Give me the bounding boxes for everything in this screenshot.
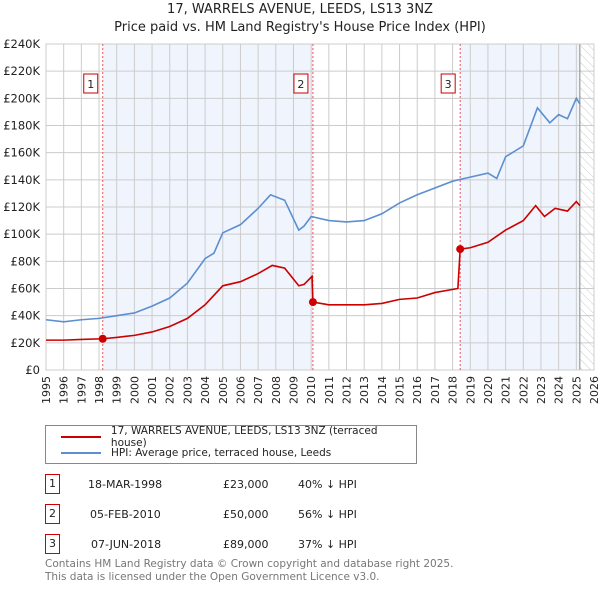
x-tick-label: 2007 — [252, 376, 265, 404]
x-tick-label: 1997 — [75, 376, 88, 404]
y-tick-label: £160K — [3, 146, 40, 160]
x-tick-label: 1999 — [111, 376, 124, 404]
x-tick-label: 2025 — [570, 376, 583, 404]
y-tick-label: £180K — [3, 119, 40, 133]
x-tick-label: 2003 — [181, 376, 194, 404]
legend-swatch-blue — [61, 452, 101, 454]
y-tick-label: £20K — [11, 336, 41, 350]
legend-label: 17, WARRELS AVENUE, LEEDS, LS13 3NZ (ter… — [110, 425, 378, 449]
y-tick-label: £200K — [3, 91, 40, 105]
hpi-line — [45, 96, 581, 323]
x-tick-label: 2019 — [464, 376, 477, 404]
sale-hpi-diff: 37% ↓ HPI — [298, 538, 357, 551]
sale-price: £23,000 — [223, 478, 269, 491]
x-tick-label: 2012 — [341, 376, 354, 404]
sale-hpi-diff: 40% ↓ HPI — [298, 478, 357, 491]
x-tick-label: 2011 — [323, 376, 336, 404]
sale-marker-label: 1 — [87, 78, 94, 91]
sale-point — [456, 245, 465, 254]
y-tick-label: £220K — [3, 64, 40, 78]
x-tick-label: 2021 — [500, 376, 513, 404]
footer-copyright: Contains HM Land Registry data © Crown c… — [45, 558, 454, 570]
sale-marker-box — [440, 73, 456, 94]
legend-item-hpi: HPI: Average price, terraced house, Leed… — [61, 446, 331, 460]
x-tick-label: 2010 — [305, 376, 318, 404]
sale-date: 07-JUN-2018 — [91, 538, 162, 551]
sale-marker-badge: 1 — [45, 474, 60, 494]
x-tick-label: 2000 — [128, 376, 141, 404]
sale-date: 05-FEB-2010 — [90, 508, 161, 521]
chart-title: 17, WARRELS AVENUE, LEEDS, LS13 3NZ — [167, 2, 433, 17]
x-tick-label: 2026 — [588, 376, 600, 404]
x-tick-label: 2004 — [199, 376, 212, 404]
y-tick-label: £60K — [11, 282, 41, 296]
x-tick-label: 2009 — [287, 376, 300, 404]
price-chart: 1995 1996 1997 1998 1999 2000 2001 2002 2003 2004… — [3, 37, 600, 404]
sale-marker-badge: 2 — [45, 504, 60, 524]
x-tick-label: 2005 — [217, 376, 230, 404]
legend-swatch-red — [61, 436, 101, 438]
x-tick-label: 2002 — [164, 376, 177, 404]
y-tick-label: £0 — [25, 363, 40, 377]
legend-label: HPI: Average price, terraced house, Leed… — [111, 447, 332, 459]
table-row: 1 18-MAR-1998 £23,000 40% ↓ HPI — [45, 474, 445, 498]
legend-item-property: 17, WARRELS AVENUE, LEEDS, LS13 3NZ (ter… — [61, 425, 416, 449]
y-tick-label: £240K — [3, 37, 40, 51]
x-tick-label: 2016 — [411, 376, 424, 404]
sale-price: £89,000 — [223, 538, 269, 551]
x-tick-label: 2022 — [517, 376, 530, 404]
sale-marker-label: 3 — [445, 78, 452, 91]
table-row: 3 07-JUN-2018 £89,000 37% ↓ HPI — [45, 534, 445, 558]
sale-point — [98, 334, 107, 343]
x-tick-label: 2008 — [270, 376, 283, 404]
x-tick-label: 2018 — [447, 376, 460, 404]
sale-marker-box — [83, 73, 99, 94]
y-tick-label: £120K — [3, 200, 40, 214]
sale-hpi-diff: 56% ↓ HPI — [298, 508, 357, 521]
y-tick-label: £100K — [3, 227, 40, 241]
x-tick-label: 2015 — [394, 376, 407, 404]
sale-marker-box — [293, 73, 309, 94]
sale-point — [308, 298, 317, 307]
x-tick-label: 2006 — [234, 376, 247, 404]
sale-price: £50,000 — [223, 508, 269, 521]
x-tick-label: 1996 — [58, 376, 71, 404]
footer-licence: This data is licensed under the Open Gov… — [45, 571, 380, 583]
x-tick-label: 2014 — [376, 376, 389, 404]
x-tick-label: 1998 — [93, 376, 106, 404]
y-tick-label: £140K — [3, 173, 40, 187]
legend: 17, WARRELS AVENUE, LEEDS, LS13 3NZ (ter… — [45, 425, 417, 464]
y-tick-label: £40K — [11, 309, 41, 323]
sale-marker-badge: 3 — [45, 534, 60, 554]
sale-marker-label: 2 — [297, 78, 304, 91]
x-tick-label: 2023 — [535, 376, 548, 404]
y-tick-label: £80K — [11, 254, 41, 268]
sale-date: 18-MAR-1998 — [88, 478, 163, 491]
x-tick-label: 2013 — [358, 376, 371, 404]
x-tick-label: 2024 — [553, 376, 566, 404]
x-tick-label: 2001 — [146, 376, 159, 404]
x-tick-label: 1995 — [40, 376, 53, 404]
x-tick-label: 2020 — [482, 376, 495, 404]
x-tick-label: 2017 — [429, 376, 442, 404]
property-price-line — [46, 200, 581, 341]
chart-subtitle: Price paid vs. HM Land Registry's House … — [114, 20, 486, 35]
plot-border — [45, 43, 595, 371]
table-row: 2 05-FEB-2010 £50,000 56% ↓ HPI — [45, 504, 445, 528]
